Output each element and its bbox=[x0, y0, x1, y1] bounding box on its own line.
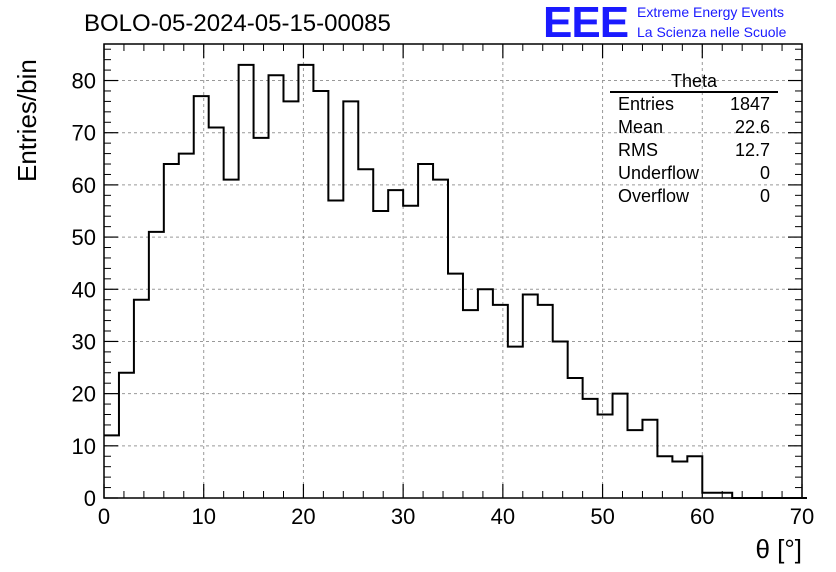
stats-mean-value: 22.6 bbox=[734, 117, 770, 137]
stats-row-underflow: Underflow 0 bbox=[610, 162, 778, 185]
histogram-bin bbox=[164, 164, 179, 498]
histogram-bin bbox=[687, 456, 702, 498]
stats-row-rms: RMS 12.7 bbox=[610, 139, 778, 162]
histogram-bin bbox=[358, 169, 373, 498]
stats-row-mean: Mean 22.6 bbox=[610, 116, 778, 139]
histogram-bin bbox=[523, 294, 538, 498]
y-tick-label: 40 bbox=[72, 277, 96, 302]
y-tick-label: 20 bbox=[72, 382, 96, 407]
histogram-bin bbox=[179, 154, 194, 498]
stats-overflow-value: 0 bbox=[759, 186, 770, 206]
histogram-bin bbox=[628, 430, 643, 498]
histogram-bin bbox=[418, 164, 433, 498]
y-axis-label: Entries/bin bbox=[12, 59, 42, 182]
histogram-bin bbox=[672, 461, 687, 498]
logo-line-2: La Scienza nelle Scuole bbox=[637, 24, 787, 40]
y-tick-label: 30 bbox=[72, 329, 96, 354]
stats-entries-label: Entries bbox=[618, 94, 675, 114]
plot-frame bbox=[103, 43, 803, 499]
histogram-bin bbox=[657, 456, 672, 498]
histogram-bin bbox=[478, 289, 493, 498]
histogram-bin bbox=[448, 274, 463, 498]
histogram-bin bbox=[134, 300, 149, 498]
stats-box: Theta Entries 1847 Mean 22.6 RMS 12.7 Un… bbox=[610, 72, 778, 208]
histogram-outline bbox=[104, 63, 807, 499]
stats-overflow-label: Overflow bbox=[618, 186, 690, 206]
histogram-bin bbox=[583, 399, 598, 498]
histogram-bin bbox=[269, 75, 284, 498]
eee-logo: EEE bbox=[543, 0, 629, 47]
x-tick-label: 60 bbox=[690, 504, 714, 529]
histogram-bin bbox=[343, 101, 358, 498]
stats-mean-label: Mean bbox=[618, 117, 664, 137]
y-tick-label: 10 bbox=[72, 434, 96, 459]
y-tick-label: 80 bbox=[72, 69, 96, 94]
histogram-bin bbox=[209, 127, 224, 498]
logo-line-1: Extreme Energy Events bbox=[637, 4, 785, 20]
stats-rms-label: RMS bbox=[618, 140, 658, 160]
histogram-bin bbox=[149, 232, 164, 498]
x-tick-label: 20 bbox=[291, 504, 315, 529]
x-tick-label: 40 bbox=[491, 504, 515, 529]
histogram-bin bbox=[298, 65, 313, 498]
histogram-bin bbox=[613, 394, 628, 498]
histogram-bin bbox=[328, 201, 343, 498]
histogram-bin bbox=[642, 420, 657, 498]
histogram-bin bbox=[717, 493, 732, 498]
histogram-bin bbox=[373, 211, 388, 498]
histogram-bin bbox=[538, 305, 553, 498]
histogram-bin bbox=[224, 180, 239, 498]
histogram-bin bbox=[388, 190, 403, 498]
histogram-bin bbox=[403, 206, 418, 498]
x-tick-label: 70 bbox=[790, 504, 814, 529]
histogram-bin bbox=[239, 65, 254, 498]
histogram-bin bbox=[508, 347, 523, 498]
y-tick-label: 60 bbox=[72, 173, 96, 198]
x-tick-label: 0 bbox=[98, 504, 110, 529]
histogram-bin bbox=[194, 96, 209, 498]
x-tick-label: 50 bbox=[590, 504, 614, 529]
y-tick-label: 70 bbox=[72, 121, 96, 146]
stats-rms-value: 12.7 bbox=[734, 140, 770, 160]
histogram-bin bbox=[493, 305, 508, 498]
histogram-bin bbox=[433, 180, 448, 498]
histogram-bin bbox=[463, 310, 478, 498]
histogram-bin bbox=[702, 493, 717, 498]
y-tick-label: 0 bbox=[84, 486, 96, 511]
stats-entries-value: 1847 bbox=[729, 94, 770, 114]
stats-row-entries: Entries 1847 bbox=[610, 93, 778, 116]
y-tick-label: 50 bbox=[72, 225, 96, 250]
stats-underflow-label: Underflow bbox=[618, 163, 700, 183]
x-tick-label: 30 bbox=[391, 504, 415, 529]
stats-underflow-value: 0 bbox=[759, 163, 770, 183]
histogram-bin bbox=[568, 378, 583, 498]
x-tick-label: 10 bbox=[191, 504, 215, 529]
chart-title: BOLO-05-2024-05-15-00085 bbox=[84, 10, 391, 37]
histogram-bin bbox=[553, 341, 568, 498]
x-axis-label: θ [°] bbox=[755, 534, 802, 564]
stats-row-overflow: Overflow 0 bbox=[610, 185, 778, 208]
histogram-bin bbox=[313, 91, 328, 498]
histogram-bin bbox=[254, 138, 269, 498]
histogram-bin bbox=[119, 373, 134, 498]
histogram-bin bbox=[598, 415, 613, 498]
histogram-bin bbox=[283, 101, 298, 498]
stats-name: Theta bbox=[610, 72, 778, 93]
